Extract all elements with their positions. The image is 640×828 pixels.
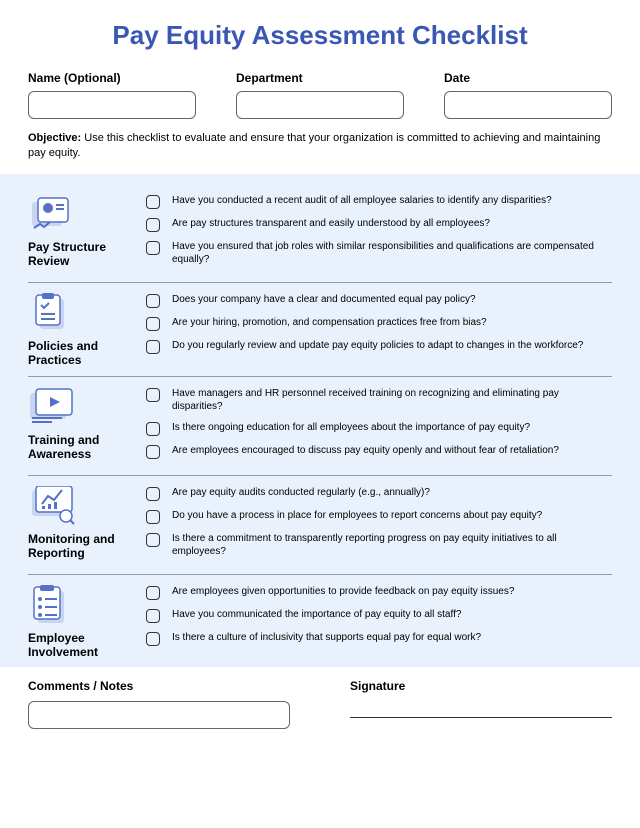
checkbox[interactable] (146, 445, 160, 459)
item-text: Do you have a process in place for emplo… (172, 509, 542, 522)
name-input[interactable] (28, 91, 196, 119)
section-icon (28, 486, 76, 526)
checklist-item: Is there a culture of inclusivity that s… (146, 631, 612, 646)
item-text: Are pay equity audits conducted regularl… (172, 486, 430, 499)
sections-container: Pay Structure Review Have you conducted a… (0, 174, 640, 668)
section-items: Have you conducted a recent audit of all… (146, 194, 612, 274)
section-title: Policies and Practices (28, 339, 128, 368)
section-left: Training and Awareness (28, 387, 128, 467)
section-items: Does your company have a clear and docum… (146, 293, 612, 368)
section-items: Are pay equity audits conducted regularl… (146, 486, 612, 566)
section-title: Training and Awareness (28, 433, 128, 462)
signature-line (350, 717, 612, 718)
section: Training and Awareness Have managers and … (28, 377, 612, 476)
section-icon (28, 585, 76, 625)
section-title: Pay Structure Review (28, 240, 128, 269)
item-text: Have you communicated the importance of … (172, 608, 461, 621)
checklist-item: Are pay equity audits conducted regularl… (146, 486, 612, 501)
checkbox[interactable] (146, 241, 160, 255)
dept-label: Department (236, 71, 404, 85)
checklist-item: Do you have a process in place for emplo… (146, 509, 612, 524)
checklist-item: Have managers and HR personnel received … (146, 387, 612, 413)
checkbox[interactable] (146, 632, 160, 646)
checklist-item: Have you communicated the importance of … (146, 608, 612, 623)
section-left: Policies and Practices (28, 293, 128, 368)
checklist-item: Are employees given opportunities to pro… (146, 585, 612, 600)
section-items: Have managers and HR personnel received … (146, 387, 612, 467)
section-icon (28, 387, 76, 427)
item-text: Is there a commitment to transparently r… (172, 532, 612, 558)
section-left: Monitoring and Reporting (28, 486, 128, 566)
checkbox[interactable] (146, 218, 160, 232)
section: Policies and Practices Does your company … (28, 283, 612, 377)
comments-label: Comments / Notes (28, 679, 290, 693)
section-title: Employee Involvement (28, 631, 128, 660)
name-label: Name (Optional) (28, 71, 196, 85)
objective-label: Objective: (28, 132, 81, 144)
page-title: Pay Equity Assessment Checklist (28, 20, 612, 51)
checkbox[interactable] (146, 487, 160, 501)
checkbox[interactable] (146, 586, 160, 600)
objective: Objective: Use this checklist to evaluat… (28, 131, 612, 162)
item-text: Have you conducted a recent audit of all… (172, 194, 552, 207)
item-text: Does your company have a clear and docum… (172, 293, 476, 306)
section: Employee Involvement Are employees given … (28, 575, 612, 668)
checkbox[interactable] (146, 422, 160, 436)
section-icon (28, 194, 76, 234)
checklist-item: Have you ensured that job roles with sim… (146, 240, 612, 266)
checkbox[interactable] (146, 294, 160, 308)
checkbox[interactable] (146, 317, 160, 331)
section-title: Monitoring and Reporting (28, 532, 128, 561)
checkbox[interactable] (146, 340, 160, 354)
checklist-item: Does your company have a clear and docum… (146, 293, 612, 308)
item-text: Have you ensured that job roles with sim… (172, 240, 612, 266)
checklist-item: Have you conducted a recent audit of all… (146, 194, 612, 209)
item-text: Have managers and HR personnel received … (172, 387, 612, 413)
header-row: Name (Optional) Department Date (28, 71, 612, 119)
checklist-item: Do you regularly review and update pay e… (146, 339, 612, 354)
checklist-item: Is there a commitment to transparently r… (146, 532, 612, 558)
checkbox[interactable] (146, 388, 160, 402)
checkbox[interactable] (146, 195, 160, 209)
checklist-item: Are pay structures transparent and easil… (146, 217, 612, 232)
section-left: Employee Involvement (28, 585, 128, 660)
checkbox[interactable] (146, 510, 160, 524)
checkbox[interactable] (146, 609, 160, 623)
comments-input[interactable] (28, 701, 290, 729)
section-left: Pay Structure Review (28, 194, 128, 274)
item-text: Are pay structures transparent and easil… (172, 217, 490, 230)
section: Monitoring and Reporting Are pay equity a… (28, 476, 612, 575)
checklist-item: Are employees encouraged to discuss pay … (146, 444, 612, 459)
item-text: Do you regularly review and update pay e… (172, 339, 583, 352)
item-text: Is there ongoing education for all emplo… (172, 421, 530, 434)
item-text: Are employees given opportunities to pro… (172, 585, 514, 598)
item-text: Are your hiring, promotion, and compensa… (172, 316, 487, 329)
date-input[interactable] (444, 91, 612, 119)
date-label: Date (444, 71, 612, 85)
item-text: Is there a culture of inclusivity that s… (172, 631, 481, 644)
section-items: Are employees given opportunities to pro… (146, 585, 612, 660)
dept-input[interactable] (236, 91, 404, 119)
objective-text: Use this checklist to evaluate and ensur… (28, 132, 600, 159)
checklist-item: Is there ongoing education for all emplo… (146, 421, 612, 436)
checkbox[interactable] (146, 533, 160, 547)
section: Pay Structure Review Have you conducted a… (28, 184, 612, 283)
item-text: Are employees encouraged to discuss pay … (172, 444, 559, 457)
footer-row: Comments / Notes Signature (28, 667, 612, 729)
signature-label: Signature (350, 679, 612, 693)
checklist-item: Are your hiring, promotion, and compensa… (146, 316, 612, 331)
section-icon (28, 293, 76, 333)
